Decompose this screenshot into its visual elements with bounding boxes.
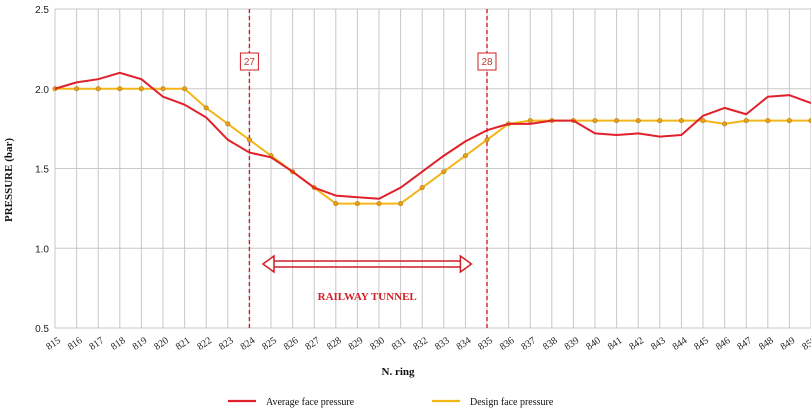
x-tick-label: 849: [779, 335, 798, 353]
x-tick-label: 816: [66, 335, 85, 353]
x-tick-label: 821: [174, 335, 193, 353]
x-tick-label: 826: [282, 335, 301, 353]
y-axis-title: PRESSURE (bar): [3, 138, 15, 222]
x-tick-label: 841: [606, 335, 625, 353]
series-line-average: [54, 71, 811, 200]
x-tick-label: 827: [303, 335, 322, 353]
design-point: [246, 137, 252, 143]
y-tick-labels: 0.5 1.0 1.5 2.0 2.5: [35, 5, 49, 335]
x-tick-label: 836: [498, 335, 517, 353]
x-tick-label: 824: [239, 335, 258, 353]
x-tick-label: 822: [195, 335, 214, 353]
y-tick-label: 2.0: [35, 85, 49, 96]
design-point: [117, 86, 123, 92]
x-tick-label: 830: [368, 335, 387, 353]
x-tick-label: 817: [87, 335, 106, 353]
chart-grid: [54, 8, 811, 329]
x-tick-label: 831: [390, 335, 409, 353]
design-point: [419, 185, 425, 191]
x-tick-label: 832: [411, 335, 430, 353]
x-tick-label: 845: [692, 335, 711, 353]
design-point: [333, 201, 339, 207]
legend-label: Average face pressure: [266, 397, 355, 408]
chart-legend: Average face pressure Design face pressur…: [228, 397, 554, 408]
design-point: [441, 169, 447, 175]
x-tick-label: 844: [671, 335, 690, 353]
chart-series: [52, 71, 811, 207]
ring-marker-box: [477, 52, 497, 71]
design-point: [678, 118, 684, 124]
design-point: [657, 118, 663, 124]
x-tick-label: 820: [152, 335, 171, 353]
design-point: [592, 118, 598, 124]
design-point: [203, 105, 209, 111]
design-point: [225, 121, 231, 127]
x-tick-label: 843: [649, 335, 668, 353]
x-tick-label: 838: [541, 335, 560, 353]
y-tick-label: 1.5: [35, 165, 49, 176]
x-tick-label: 850: [800, 335, 811, 353]
design-point: [786, 118, 792, 124]
y-tick-label: 1.0: [35, 244, 49, 255]
design-point: [484, 137, 490, 143]
x-tick-label: 847: [735, 335, 754, 353]
design-point: [398, 201, 404, 207]
tunnel-arrow-head-left: [261, 254, 275, 274]
x-tick-label: 818: [109, 335, 128, 353]
design-point: [635, 118, 641, 124]
design-point: [743, 118, 749, 124]
series-line-design: [55, 87, 811, 205]
design-point: [722, 121, 728, 127]
x-tick-label: 839: [563, 335, 582, 353]
ring-marker-label: 27: [244, 57, 256, 68]
design-point: [160, 86, 166, 92]
railway-tunnel-annotation: RAILWAY TUNNEL: [261, 254, 473, 303]
design-point: [138, 86, 144, 92]
design-point: [614, 118, 620, 124]
x-tick-label: 823: [217, 335, 236, 353]
x-tick-label: 840: [584, 335, 603, 353]
tunnel-arrow-head-right: [459, 254, 473, 274]
x-tick-labels: 815 816 817 818 819 820 821 822 823 824 825 826 827 8…: [44, 335, 811, 353]
ring-marker-label: 28: [481, 57, 493, 68]
design-point: [74, 86, 80, 92]
design-point: [95, 86, 101, 92]
ring-markers: 27 28: [239, 9, 497, 328]
x-tick-label: 848: [757, 335, 776, 353]
x-tick-label: 828: [325, 335, 344, 353]
design-point: [765, 118, 771, 124]
y-tick-label: 2.5: [35, 5, 49, 16]
ring-marker-box: [239, 52, 259, 71]
x-tick-label: 835: [476, 335, 495, 353]
x-tick-label: 833: [433, 335, 452, 353]
design-point: [527, 118, 533, 124]
design-point: [462, 153, 468, 159]
x-tick-label: 842: [627, 335, 646, 353]
x-tick-label: 846: [714, 335, 733, 353]
x-tick-label: 829: [347, 335, 366, 353]
x-tick-label: 834: [455, 335, 474, 353]
x-tick-label: 837: [519, 335, 538, 353]
x-tick-label: 815: [44, 335, 63, 353]
legend-label: Design face pressure: [470, 397, 554, 408]
design-point: [376, 201, 382, 207]
tunnel-label: RAILWAY TUNNEL: [318, 291, 417, 303]
y-tick-label: 0.5: [35, 324, 49, 335]
design-point: [182, 86, 188, 92]
x-tick-label: 819: [131, 335, 150, 353]
x-tick-label: 825: [260, 335, 279, 353]
design-point: [354, 201, 360, 207]
design-point: [700, 118, 706, 124]
x-axis-title: N. ring: [382, 366, 416, 378]
